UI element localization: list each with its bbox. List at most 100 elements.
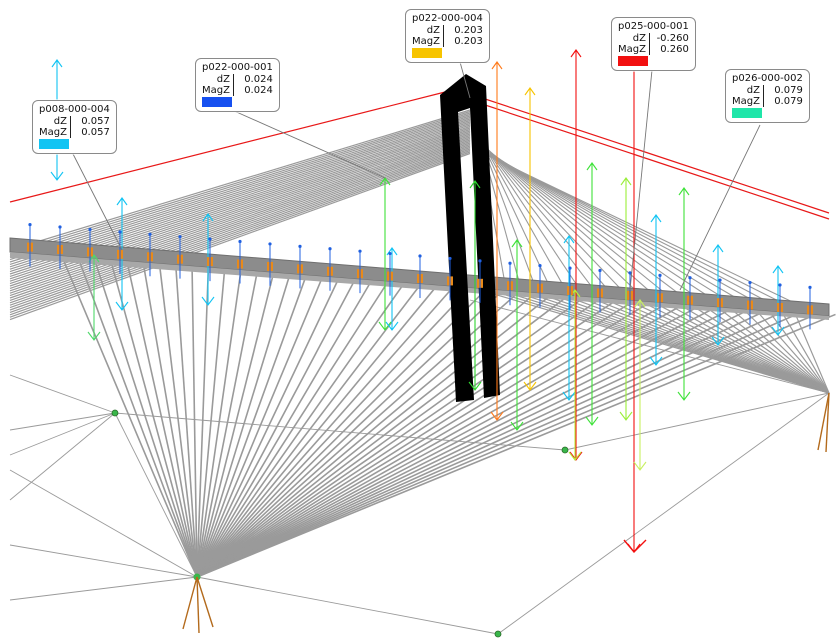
magz-label: MagZ — [618, 44, 650, 55]
target-dot — [178, 235, 182, 239]
vector-arrowhead — [490, 411, 504, 421]
vector-arrowhead — [619, 411, 633, 421]
vector-arrowhead — [524, 87, 536, 96]
stay-cable — [196, 283, 457, 578]
magz-label: MagZ — [39, 127, 71, 138]
vector-arrowhead — [87, 331, 101, 341]
vector-arrowhead — [678, 187, 690, 196]
stay-cable — [196, 282, 441, 578]
sight-line — [114, 412, 198, 578]
stay-cable — [768, 310, 830, 394]
vector-arrowhead — [88, 254, 100, 263]
vector-arrowhead — [772, 265, 784, 274]
point-label[interactable]: p025-000-001 dZ -0.260 MagZ 0.260 — [611, 17, 696, 71]
point-id: p008-000-004 — [39, 104, 110, 115]
stay-cable — [196, 275, 358, 578]
dz-label: dZ — [732, 85, 764, 96]
label-leader-lines — [71, 61, 761, 291]
dz-label: dZ — [39, 116, 71, 127]
survey-stations — [111, 392, 830, 638]
vector-arrowhead — [634, 299, 646, 308]
stay-cable — [755, 309, 830, 394]
dz-label: dZ — [618, 33, 650, 44]
vector-arrowhead — [649, 356, 663, 366]
vector-arrowhead — [115, 301, 129, 311]
dz-value: 0.024 — [244, 74, 273, 85]
vector-arrowhead — [569, 451, 583, 461]
stay-cable — [794, 312, 830, 394]
stay-cable — [196, 285, 490, 578]
point-label[interactable]: p026-000-002 dZ 0.079 MagZ 0.079 — [725, 69, 810, 123]
sight-lines — [9, 299, 830, 635]
magz-label: MagZ — [202, 85, 234, 96]
tripod-station-leg — [196, 576, 200, 634]
target-dot — [688, 276, 692, 280]
stay-cable — [196, 270, 292, 578]
target-dot — [358, 249, 362, 253]
vector-arrowhead — [570, 49, 582, 58]
vector-arrowhead — [386, 247, 398, 256]
point-label[interactable]: p022-000-001 dZ 0.024 MagZ 0.024 — [195, 58, 280, 112]
magz-value: 0.024 — [244, 85, 273, 96]
vector-arrowhead — [469, 180, 481, 189]
stay-cable — [9, 152, 471, 321]
vector-arrowhead — [202, 213, 214, 222]
target-dot — [88, 227, 92, 232]
vector-arrowhead — [523, 381, 537, 391]
stay-cable — [196, 274, 342, 578]
stay-cable — [664, 302, 830, 394]
vector-arrowhead — [511, 239, 523, 248]
pylon-body — [440, 74, 500, 402]
dz-value: -0.260 — [656, 33, 689, 44]
point-label[interactable]: p008-000-004 dZ 0.057 MagZ 0.057 — [32, 100, 117, 154]
vector-arrowhead — [650, 214, 662, 223]
target-dot — [388, 251, 392, 256]
stay-cable — [196, 263, 210, 578]
stay-cable — [9, 136, 471, 294]
stay-cable — [75, 253, 198, 578]
stay-cable — [196, 293, 589, 578]
stay-cable — [477, 135, 581, 291]
magz-value: 0.260 — [660, 44, 689, 55]
leader-line — [629, 69, 653, 291]
leader-line — [71, 151, 123, 251]
vector-arrowhead — [568, 451, 582, 461]
target-dot — [418, 254, 422, 258]
stay-cable — [9, 118, 471, 265]
vector-arrowhead — [510, 421, 524, 431]
stay-cable — [573, 294, 830, 394]
stay-cable — [477, 139, 641, 296]
sight-line — [196, 576, 499, 635]
tripod-station-leg — [196, 576, 214, 628]
sight-line — [9, 544, 198, 578]
stay-cable — [586, 295, 830, 394]
target-dot — [58, 225, 62, 229]
stay-cable — [560, 293, 830, 394]
target-dot — [598, 268, 602, 273]
stay-cable — [196, 269, 276, 578]
stay-cable — [477, 137, 611, 293]
stay-cable — [196, 278, 391, 578]
stay-cable — [196, 301, 688, 578]
point-id: p025-000-001 — [618, 21, 689, 32]
survey-station — [111, 409, 119, 417]
point-id: p022-000-001 — [202, 62, 273, 73]
stay-cable — [781, 311, 830, 394]
stay-cable — [196, 276, 375, 578]
target-dot — [658, 273, 662, 277]
stay-cable — [9, 142, 471, 304]
vector-arrowhead — [201, 296, 215, 306]
point-label[interactable]: p022-000-004 dZ 0.203 MagZ 0.203 — [405, 9, 490, 63]
target-dot — [238, 239, 242, 244]
stay-cable — [196, 307, 754, 578]
stay-cable — [9, 139, 471, 299]
stay-cable — [59, 251, 198, 578]
vector-arrowhead — [491, 61, 503, 70]
left-rail — [9, 91, 446, 203]
dz-value: 0.079 — [774, 85, 803, 96]
stay-cable — [196, 280, 424, 578]
magz-value: 0.079 — [774, 96, 803, 107]
vector-arrowhead — [563, 235, 575, 244]
stay-cable — [599, 296, 830, 394]
stay-cable — [196, 309, 787, 578]
